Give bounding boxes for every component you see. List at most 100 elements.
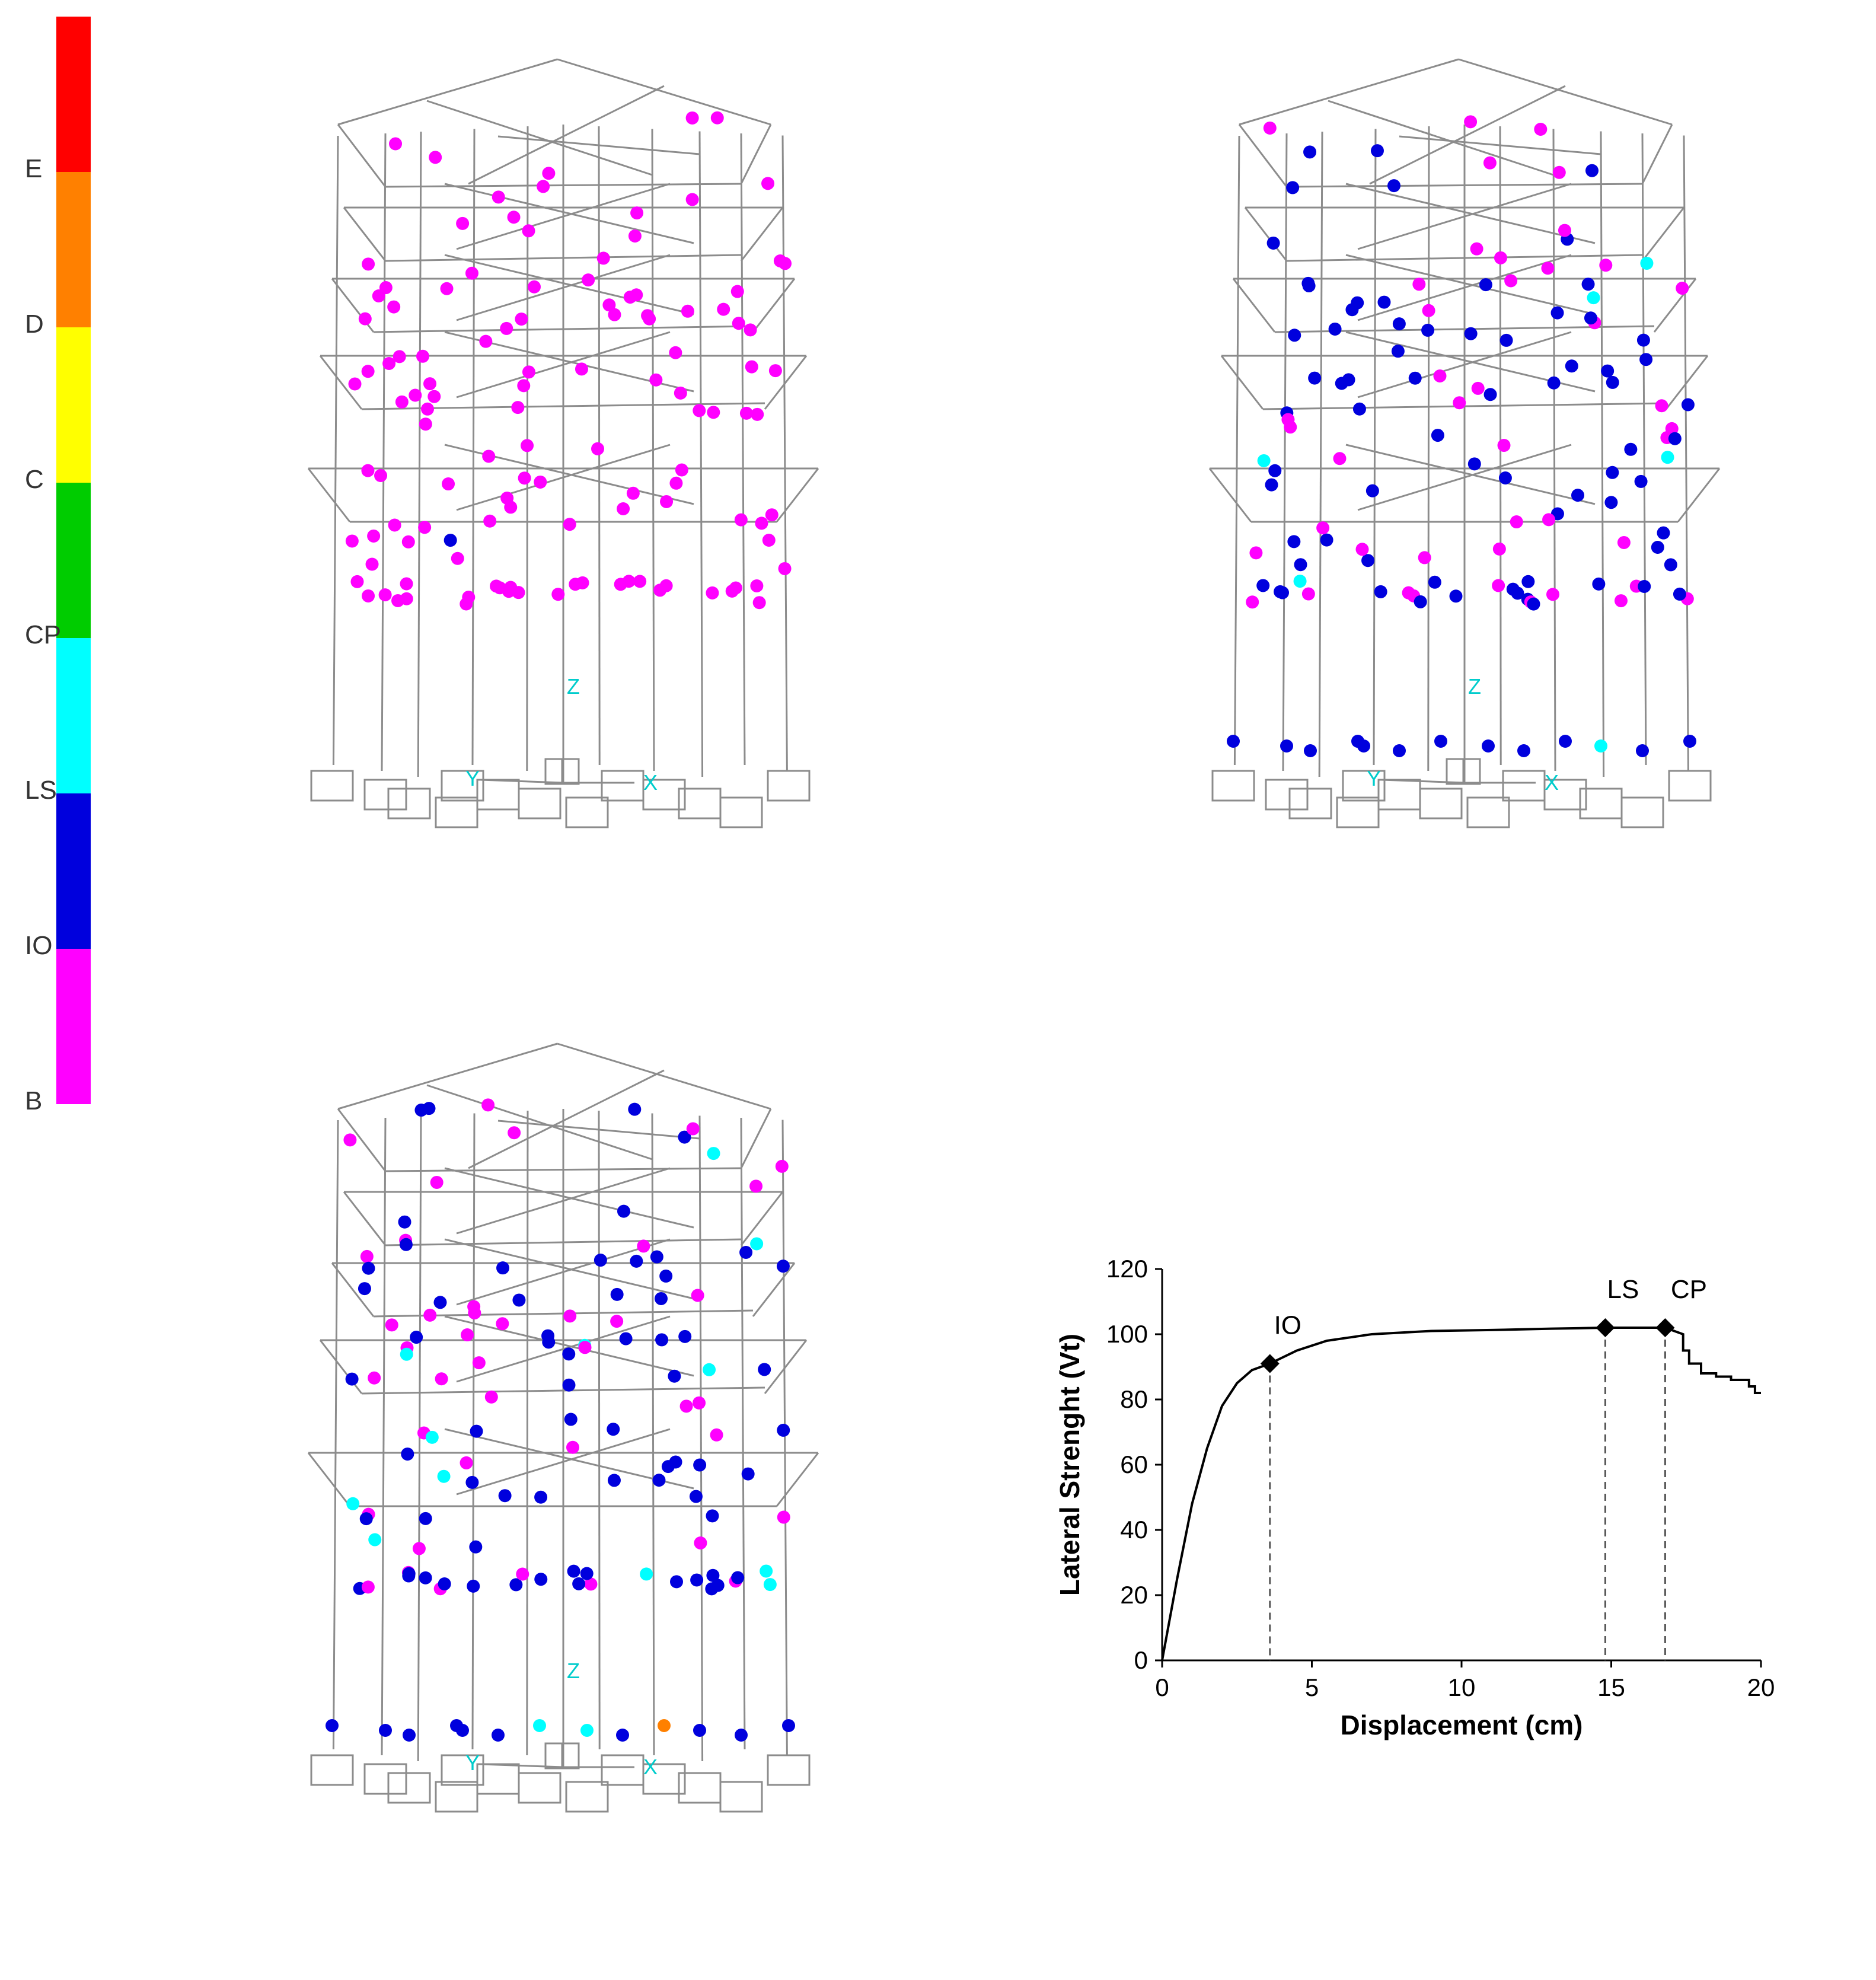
hinge-dot xyxy=(1601,364,1615,378)
hinge-dot xyxy=(368,1533,382,1547)
hinge-dot xyxy=(763,1578,777,1592)
hinge-dot xyxy=(537,180,550,193)
hinge-dot xyxy=(744,323,757,337)
hinge-dot xyxy=(567,1564,580,1578)
hinge-dot xyxy=(1614,594,1628,608)
hinge-dot xyxy=(693,1724,706,1737)
hinge-dot xyxy=(472,1356,486,1370)
hinge-dot xyxy=(483,514,497,528)
hinge-dot xyxy=(729,581,742,595)
hinge-dot xyxy=(1517,744,1530,757)
hinge-dot xyxy=(542,1335,556,1349)
hinge-dot xyxy=(602,298,616,312)
hinge-dot xyxy=(423,1308,437,1322)
hinge-dot xyxy=(658,1719,671,1732)
legend-band-e xyxy=(56,17,91,172)
hinge-dot xyxy=(1599,259,1613,272)
hinge-dot xyxy=(1655,399,1668,413)
hinge-dot xyxy=(1492,542,1506,556)
hinge-dot xyxy=(522,365,535,379)
hinge-dot xyxy=(681,304,694,318)
hinge-dot xyxy=(1393,744,1406,757)
hinge-dot xyxy=(1606,375,1619,389)
legend-band-cp xyxy=(56,483,91,638)
hinge-dot xyxy=(1510,515,1523,529)
hinge-dot xyxy=(1606,465,1619,479)
legend-label-d: D xyxy=(25,310,44,339)
hinge-dot xyxy=(409,388,422,402)
axis-triad: Z X Y xyxy=(465,674,658,795)
hinge-dot xyxy=(1640,256,1654,270)
hinge-dot xyxy=(580,1567,594,1580)
hinge-dot xyxy=(511,401,525,415)
hinge-dot xyxy=(749,1179,763,1193)
hinge-dot xyxy=(1552,165,1566,179)
hinge-dot xyxy=(1370,144,1384,158)
hinge-dot xyxy=(508,1126,521,1140)
hinge-dot xyxy=(1527,597,1540,611)
hinge-dot xyxy=(1408,371,1422,385)
y-axis xyxy=(1381,779,1465,784)
legend-label-cp: CP xyxy=(25,620,62,649)
hinge-dot xyxy=(608,308,621,321)
footing xyxy=(719,1781,763,1813)
hinge-dot xyxy=(569,578,582,591)
hinge-dot xyxy=(1387,179,1401,193)
hinge-dot xyxy=(1428,575,1441,589)
hinge-dot xyxy=(1673,587,1686,601)
hinge-dot xyxy=(1483,388,1497,401)
footings xyxy=(310,1754,811,1813)
plastic-hinges xyxy=(345,111,792,611)
footing xyxy=(1668,770,1712,802)
footing xyxy=(387,787,431,820)
hinge-dot xyxy=(745,360,758,374)
legend-label-io: IO xyxy=(25,931,53,960)
hinge-dot xyxy=(500,491,514,505)
footing xyxy=(565,1781,609,1813)
hinge-dot xyxy=(751,407,764,421)
hinge-dot xyxy=(1638,579,1651,593)
hinge-dot xyxy=(653,584,667,597)
hinge-dot xyxy=(1470,242,1483,256)
hinge-dot xyxy=(358,1282,371,1296)
hinge-dot xyxy=(358,312,372,326)
y-tick-label: 40 xyxy=(1120,1516,1148,1544)
x-axis-title: Displacement (cm) xyxy=(1340,1710,1583,1740)
footing xyxy=(1419,787,1463,820)
hinge-dot xyxy=(1361,554,1375,567)
hinge-dot xyxy=(420,402,434,416)
hinge-dot xyxy=(400,577,413,591)
hinge-dot xyxy=(661,1460,675,1474)
footing xyxy=(435,796,478,828)
hinge-dot xyxy=(773,254,787,267)
hinge-dot xyxy=(1266,236,1280,250)
hinge-dot xyxy=(1268,464,1282,477)
hinge-dot xyxy=(346,1497,360,1510)
hinge-dot xyxy=(1584,311,1597,325)
hinge-dot xyxy=(423,377,437,391)
hinge-dot xyxy=(379,1724,392,1737)
hinge-dot xyxy=(610,1287,624,1301)
hinge-dot xyxy=(1355,543,1369,556)
hinge-dot xyxy=(551,588,565,601)
hinge-dot xyxy=(765,508,779,522)
hinge-dot xyxy=(419,417,432,431)
footing xyxy=(1543,779,1587,811)
hinge-dot xyxy=(659,1269,673,1283)
hinge-dot xyxy=(628,229,642,243)
hinge-dot xyxy=(326,1719,339,1732)
hinge-dot xyxy=(496,1261,510,1275)
footing xyxy=(1288,787,1332,820)
hinge-dot xyxy=(690,1573,704,1587)
hinge-dot xyxy=(1542,513,1556,527)
hinge-dot xyxy=(460,1456,473,1469)
hinge-dot xyxy=(460,597,473,611)
hinge-dot xyxy=(685,111,699,125)
hinge-dot xyxy=(649,373,663,387)
hinge-dot xyxy=(429,151,442,164)
hinge-dot xyxy=(401,1447,414,1461)
hinge-dot xyxy=(674,386,687,400)
hinge-dot xyxy=(710,111,724,125)
hinge-dot xyxy=(1263,121,1277,135)
hinge-dot xyxy=(1374,585,1387,598)
